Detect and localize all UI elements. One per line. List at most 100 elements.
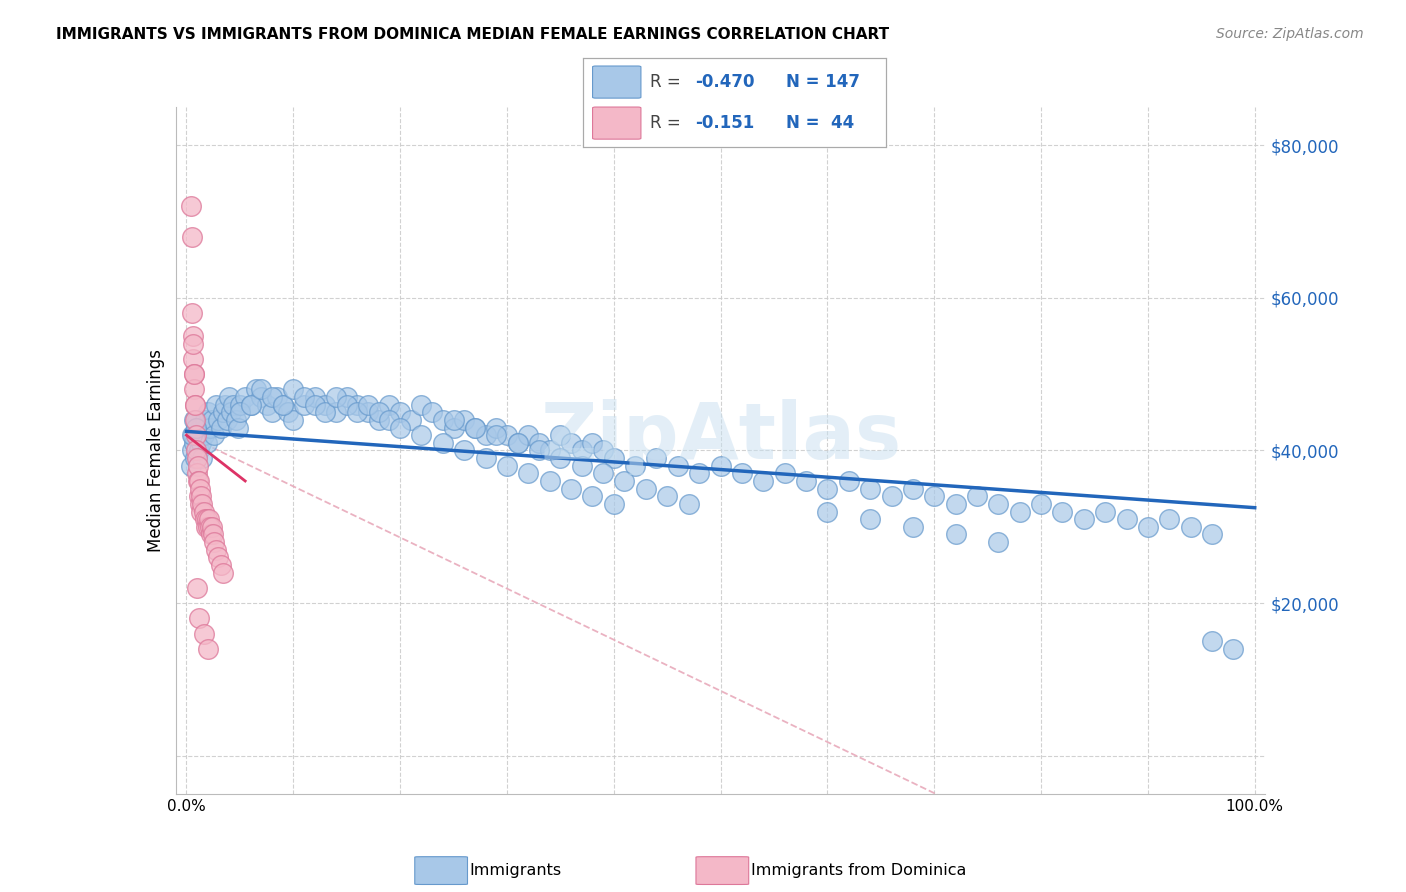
Point [443, 420, 465, 434]
Point [880, 489, 903, 503]
Point [197, 520, 219, 534]
Point [945, 527, 967, 541]
Point [183, 435, 205, 450]
Point [496, 458, 519, 473]
Point [209, 558, 232, 572]
Point [260, 405, 283, 419]
Point [180, 229, 202, 244]
Point [187, 458, 209, 473]
Point [550, 451, 572, 466]
Point [560, 435, 582, 450]
Point [752, 474, 775, 488]
Point [222, 398, 245, 412]
Point [180, 199, 202, 213]
Point [1222, 641, 1244, 656]
Point [485, 428, 508, 442]
Text: -0.151: -0.151 [696, 114, 755, 132]
Point [945, 497, 967, 511]
Point [1073, 512, 1095, 526]
Point [188, 611, 211, 625]
Point [571, 443, 593, 458]
Point [180, 458, 202, 473]
Point [624, 458, 647, 473]
Point [560, 482, 582, 496]
Point [197, 405, 219, 419]
Point [506, 435, 529, 450]
Point [1201, 527, 1223, 541]
Point [688, 467, 710, 481]
Point [188, 474, 211, 488]
Point [221, 405, 243, 419]
Y-axis label: Median Female Earnings: Median Female Earnings [146, 349, 165, 552]
FancyBboxPatch shape [592, 66, 641, 98]
Point [538, 474, 561, 488]
Point [292, 390, 315, 404]
Point [233, 390, 256, 404]
Point [966, 489, 988, 503]
Point [184, 413, 207, 427]
Point [207, 550, 229, 565]
Point [214, 398, 236, 412]
Text: -0.470: -0.470 [696, 73, 755, 91]
Point [506, 435, 529, 450]
Point [815, 504, 838, 518]
Point [184, 420, 207, 434]
Point [1180, 520, 1202, 534]
Point [188, 443, 211, 458]
Point [180, 306, 202, 320]
Point [205, 542, 228, 557]
Point [191, 451, 214, 466]
Point [357, 398, 380, 412]
Point [657, 489, 679, 503]
Point [184, 451, 207, 466]
Point [1094, 504, 1116, 518]
Point [184, 398, 207, 412]
Point [453, 413, 475, 427]
Point [922, 489, 945, 503]
Point [1052, 504, 1074, 518]
Point [186, 413, 208, 427]
Point [181, 351, 204, 366]
Point [517, 428, 540, 442]
Point [666, 458, 689, 473]
Point [194, 520, 217, 534]
Point [1115, 512, 1137, 526]
Text: IMMIGRANTS VS IMMIGRANTS FROM DOMINICA MEDIAN FEMALE EARNINGS CORRELATION CHART: IMMIGRANTS VS IMMIGRANTS FROM DOMINICA M… [56, 27, 890, 42]
Point [420, 405, 443, 419]
Point [613, 474, 636, 488]
Point [987, 497, 1010, 511]
Point [194, 512, 217, 526]
Point [239, 398, 262, 412]
FancyBboxPatch shape [696, 856, 748, 885]
Point [1008, 504, 1031, 518]
Point [538, 443, 561, 458]
Point [229, 405, 252, 419]
Point [198, 420, 221, 434]
Point [304, 398, 326, 412]
Point [271, 398, 294, 412]
Point [474, 428, 496, 442]
Point [256, 398, 278, 412]
Text: Source: ZipAtlas.com: Source: ZipAtlas.com [1216, 27, 1364, 41]
Point [218, 390, 240, 404]
Text: Immigrants: Immigrants [470, 863, 562, 878]
Point [443, 413, 465, 427]
Point [195, 512, 218, 526]
Point [645, 451, 668, 466]
Point [194, 420, 217, 434]
Point [250, 383, 273, 397]
Point [773, 467, 796, 481]
Point [710, 458, 733, 473]
Point [389, 420, 412, 434]
Point [346, 398, 368, 412]
Point [226, 420, 249, 434]
Point [1136, 520, 1159, 534]
Point [794, 474, 817, 488]
Point [198, 512, 221, 526]
Point [314, 398, 336, 412]
Point [527, 443, 550, 458]
Point [186, 581, 208, 595]
FancyBboxPatch shape [415, 856, 467, 885]
Point [191, 497, 214, 511]
Point [603, 451, 626, 466]
